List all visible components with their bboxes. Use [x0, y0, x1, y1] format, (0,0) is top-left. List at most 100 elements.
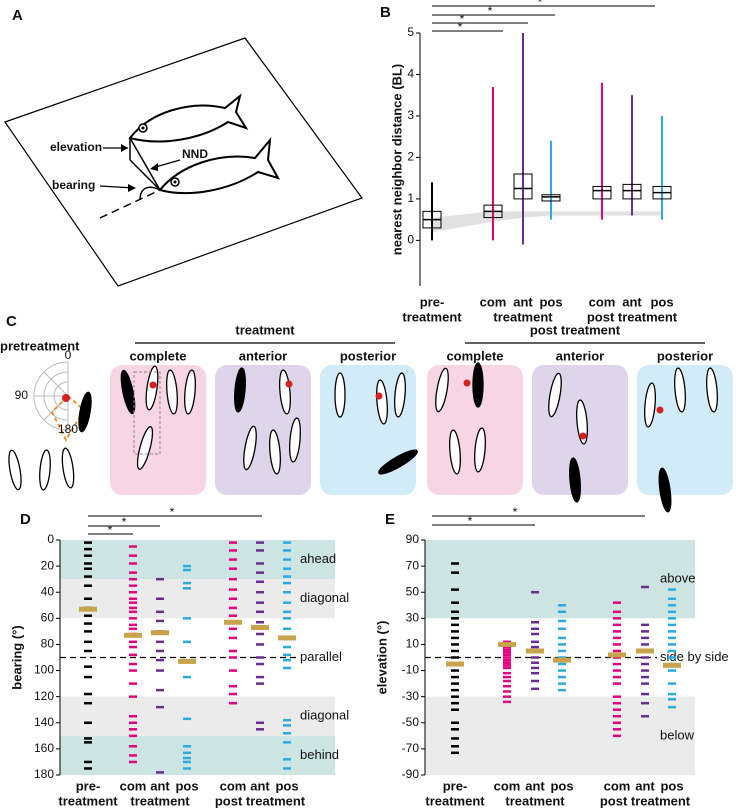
nnd-line — [129, 137, 161, 191]
fish — [334, 372, 346, 418]
heading-line — [99, 189, 161, 219]
mean-bar — [553, 657, 571, 663]
y-tick-label: -10 — [402, 663, 420, 677]
mean-bar — [151, 630, 169, 636]
fish — [8, 449, 22, 491]
x-group-label: treatment — [58, 793, 118, 808]
x-tick-label: ant — [513, 294, 533, 309]
fish — [706, 367, 718, 413]
mean-bar — [526, 648, 544, 654]
x-tick-label: pos — [660, 778, 683, 793]
x-group-label: treatment — [493, 309, 553, 324]
fish — [569, 457, 581, 503]
y-tick-label: 180 — [34, 767, 54, 781]
y-tick-label: 4 — [407, 67, 414, 81]
y-tick-label: 70 — [406, 558, 420, 572]
panel-label: C — [6, 313, 17, 330]
group-label: treatment — [235, 322, 295, 337]
fish — [78, 391, 92, 433]
x-group-label: treatment — [425, 793, 485, 808]
x-tick-label: com — [120, 778, 147, 793]
y-tick-label: -70 — [402, 741, 420, 755]
fish — [394, 372, 406, 418]
bearing-arc — [139, 186, 161, 201]
x-tick-label: pos — [175, 778, 198, 793]
mean-bar — [124, 632, 142, 638]
significance-star: * — [108, 523, 113, 537]
panel-c: C pretreatment 0 90 180 treatment post t… — [0, 313, 733, 513]
focal-dot — [656, 406, 664, 414]
x-group-label: post treatment — [587, 309, 678, 324]
box — [622, 183, 642, 200]
fish — [269, 429, 281, 475]
fish — [136, 426, 154, 470]
focal-dot — [375, 392, 383, 400]
x-tick-label: pos — [550, 778, 573, 793]
mean-bar — [498, 641, 516, 647]
arrow-head — [150, 163, 158, 171]
region-band — [60, 696, 335, 736]
significance-star: * — [468, 514, 473, 528]
y-axis-label: nearest neighbor distance (BL) — [389, 64, 404, 255]
fish — [474, 427, 486, 473]
nnd-line — [129, 159, 161, 191]
y-tick-label: 10 — [406, 637, 420, 651]
polar-tick: 90 — [15, 388, 29, 402]
fish — [548, 372, 562, 418]
x-tick-label: pre- — [443, 778, 468, 793]
mean-bar — [224, 619, 242, 625]
x-tick-label: com — [494, 778, 521, 793]
focal-dot — [463, 379, 471, 387]
x-group-label: treatment — [505, 793, 565, 808]
panel-a: A elevation NND bearing — [4, 7, 363, 287]
panel-label: B — [380, 4, 391, 21]
pupil — [141, 126, 145, 130]
bearing-label: bearing — [52, 178, 95, 192]
charts: B 0 1 2 3 4 5 nearest neighbor distance (BL) pre… — [9, 0, 728, 808]
mean-bar — [446, 661, 464, 667]
y-tick-label: 160 — [34, 741, 54, 755]
focal-dot — [62, 394, 70, 402]
region-band — [60, 540, 335, 580]
region-label: side by side — [660, 649, 729, 664]
y-tick-label: 20 — [41, 558, 55, 572]
polar-spoke — [43, 371, 69, 397]
column-label: complete — [446, 348, 503, 363]
focal-dot — [285, 380, 293, 388]
fish — [234, 367, 246, 413]
significance-star: * — [460, 12, 465, 26]
y-tick-label: 120 — [34, 689, 54, 703]
fish — [61, 447, 75, 489]
box — [513, 173, 533, 200]
plane — [4, 37, 363, 287]
x-tick-label: com — [220, 778, 247, 793]
mean-bar — [79, 606, 97, 612]
fish-lower — [158, 136, 281, 195]
region-label: above — [660, 571, 695, 586]
y-tick-label: 0 — [407, 233, 414, 247]
group-label: post treatment — [530, 322, 621, 337]
x-tick-label: com — [604, 778, 631, 793]
region-band — [60, 735, 335, 775]
column-label: anterior — [556, 348, 604, 363]
sector — [50, 394, 86, 443]
fish — [120, 369, 136, 415]
y-tick-label: 50 — [406, 584, 420, 598]
arrow-head — [121, 144, 128, 152]
x-tick-label: pos — [275, 778, 298, 793]
x-tick-label: pos — [539, 294, 562, 309]
region-label: diagonal — [300, 590, 349, 605]
range-band — [432, 211, 662, 233]
y-tick-label: 1 — [407, 191, 414, 205]
focal-dot — [579, 432, 587, 440]
condition-panels: complete anterior posterior complete anterio… — [8, 348, 733, 513]
significance-star: * — [170, 505, 175, 519]
fish — [184, 369, 196, 415]
fish — [658, 467, 672, 513]
mean-bar — [636, 648, 654, 654]
column-label: posterior — [340, 348, 396, 363]
significance-star: * — [122, 515, 127, 529]
y-axis-label: elevation (°) — [374, 621, 389, 695]
x-tick-label: ant — [622, 294, 642, 309]
x-group-label: post treatment — [600, 793, 691, 808]
